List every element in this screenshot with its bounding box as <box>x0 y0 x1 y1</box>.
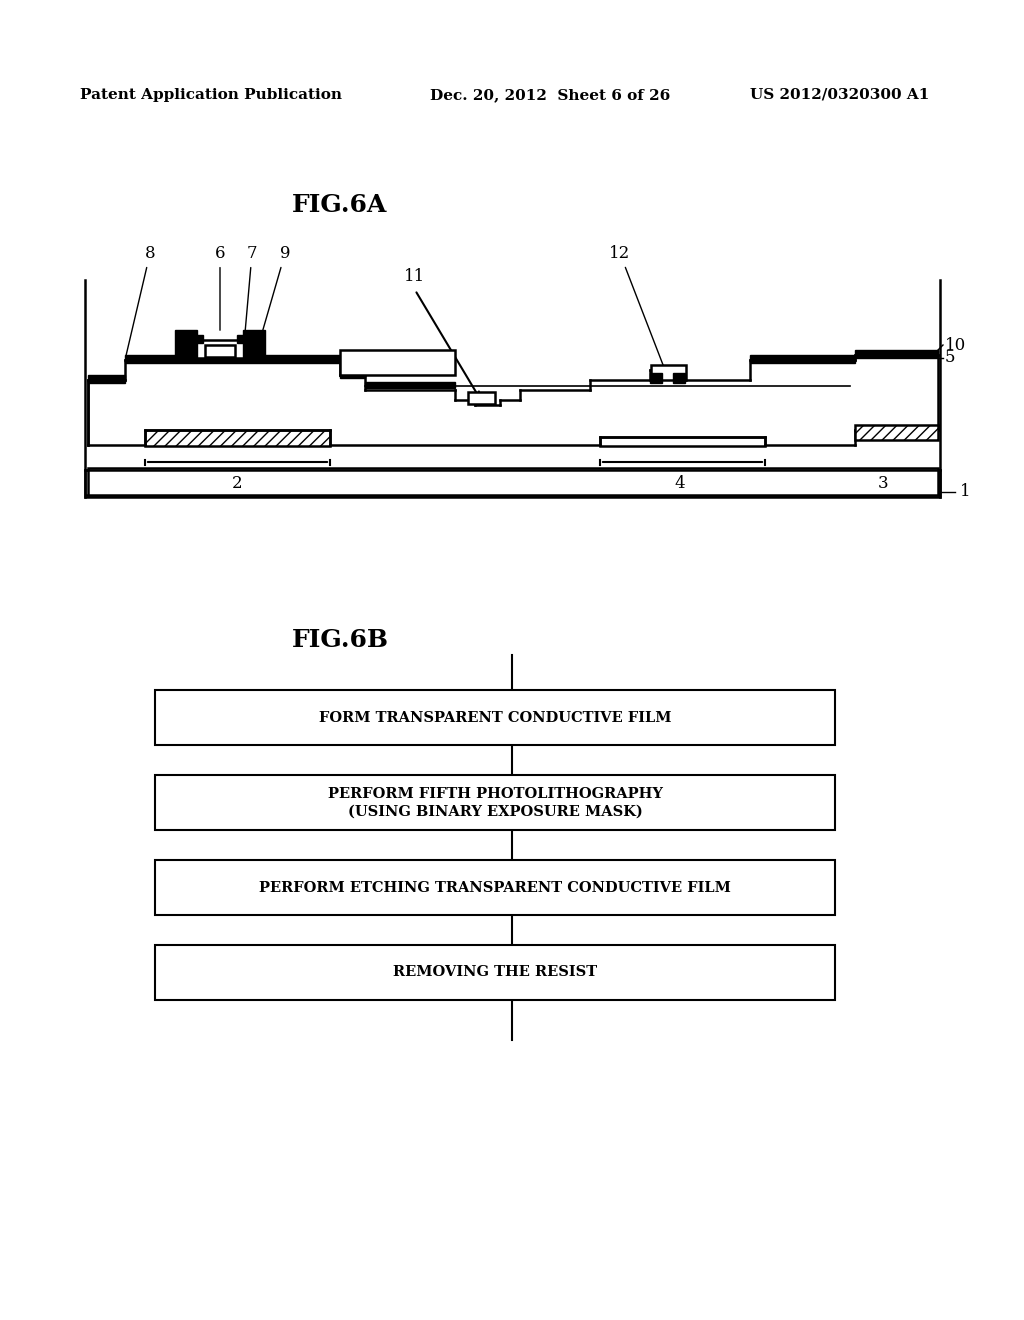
Text: 4: 4 <box>675 475 685 492</box>
Bar <box>155 945 835 1001</box>
Bar <box>340 350 455 375</box>
Text: 6: 6 <box>215 246 225 330</box>
Text: Patent Application Publication: Patent Application Publication <box>80 88 342 102</box>
Text: 11: 11 <box>404 268 426 285</box>
Bar <box>145 430 330 446</box>
Bar <box>750 355 855 363</box>
Bar <box>237 335 255 343</box>
Text: 10: 10 <box>945 337 967 354</box>
Bar <box>205 345 234 356</box>
Bar <box>243 330 265 360</box>
Text: 1: 1 <box>961 483 971 500</box>
Bar <box>175 330 197 360</box>
Bar <box>85 470 940 495</box>
Text: 8: 8 <box>126 246 156 358</box>
Text: 3: 3 <box>878 475 889 492</box>
Bar <box>155 690 835 744</box>
Text: 7: 7 <box>245 246 257 330</box>
Text: Dec. 20, 2012  Sheet 6 of 26: Dec. 20, 2012 Sheet 6 of 26 <box>430 88 671 102</box>
Bar <box>855 425 938 440</box>
Bar <box>651 366 686 380</box>
Bar <box>468 392 495 404</box>
Text: FORM TRANSPARENT CONDUCTIVE FILM: FORM TRANSPARENT CONDUCTIVE FILM <box>318 710 672 725</box>
Bar <box>155 861 835 915</box>
Bar <box>365 381 455 388</box>
Text: 2: 2 <box>231 475 243 492</box>
Bar <box>155 775 835 830</box>
Text: FIG.6B: FIG.6B <box>292 628 388 652</box>
Bar <box>340 370 365 378</box>
Bar <box>650 374 662 383</box>
Bar <box>185 341 255 358</box>
Bar <box>855 350 938 358</box>
Text: 12: 12 <box>609 246 664 367</box>
Bar <box>673 374 685 383</box>
Bar <box>185 335 203 343</box>
Text: PERFORM ETCHING TRANSPARENT CONDUCTIVE FILM: PERFORM ETCHING TRANSPARENT CONDUCTIVE F… <box>259 880 731 895</box>
Bar <box>125 355 340 363</box>
Text: (USING BINARY EXPOSURE MASK): (USING BINARY EXPOSURE MASK) <box>347 804 642 818</box>
Bar <box>88 469 938 495</box>
Text: REMOVING THE RESIST: REMOVING THE RESIST <box>393 965 597 979</box>
Bar <box>600 437 765 446</box>
Bar <box>88 375 125 383</box>
Text: 9: 9 <box>263 246 290 330</box>
Text: PERFORM FIFTH PHOTOLITHOGRAPHY: PERFORM FIFTH PHOTOLITHOGRAPHY <box>328 787 663 800</box>
Text: US 2012/0320300 A1: US 2012/0320300 A1 <box>750 88 930 102</box>
Text: FIG.6A: FIG.6A <box>292 193 388 216</box>
Text: 5: 5 <box>945 350 955 367</box>
